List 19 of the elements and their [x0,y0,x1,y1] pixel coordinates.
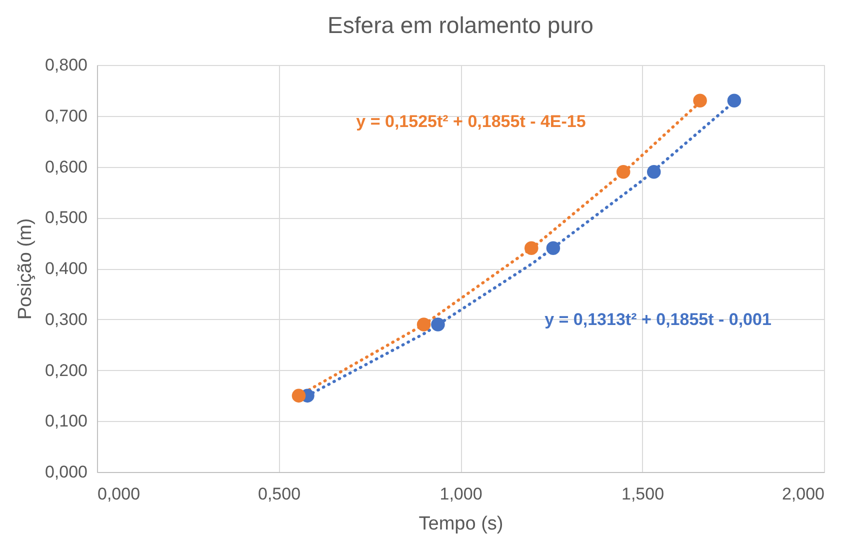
y-tick-label: 0,000 [44,462,88,482]
x-axis-title: Tempo (s) [418,514,504,534]
annotation: y = 0,1313t² + 0,1855t - 0,001 [544,310,772,329]
y-tick-label: 0,600 [44,157,88,176]
y-tick-label: 0,500 [44,208,88,228]
x-tick-label: 2,000 [782,484,824,504]
y-tick-label: 0,700 [44,106,88,126]
x-tick-label: 0,500 [258,484,301,504]
y-tick-label: 0,200 [44,360,88,380]
annotation: y = 0,1525t² + 0,1855t - 4E-15 [356,112,586,131]
y-axis-title: Posição (m) [14,218,36,320]
x-tick-label: 1,000 [440,484,482,504]
x-tick-label: 0,000 [98,484,140,504]
y-tick-label: 0,800 [44,56,88,74]
y-tick-label: 0,100 [44,412,88,431]
chart-title: Esfera em rolamento puro [328,12,594,38]
y-tick-label: 0,400 [44,259,88,278]
y-tick-label: 0,300 [44,310,88,329]
x-tick-label: 1,500 [621,484,664,504]
